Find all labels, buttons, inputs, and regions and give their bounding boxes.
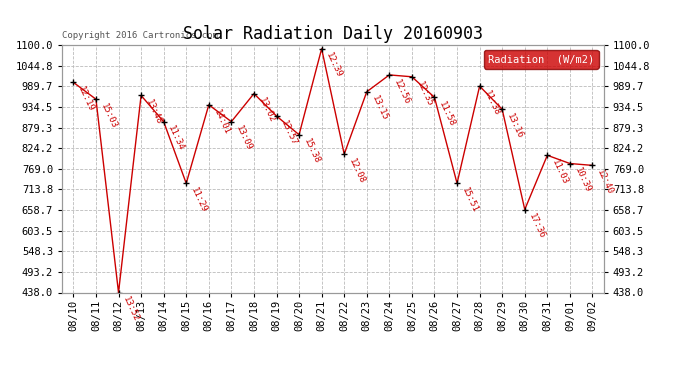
Text: 13:02: 13:02 (257, 96, 276, 124)
Text: 13:57: 13:57 (279, 119, 299, 147)
Text: 13:09: 13:09 (234, 124, 254, 153)
Text: 11:03: 11:03 (550, 158, 570, 186)
Legend: Radiation  (W/m2): Radiation (W/m2) (484, 50, 598, 69)
Text: 13:52: 13:52 (121, 295, 141, 324)
Text: 11:58: 11:58 (437, 100, 457, 128)
Text: 14:01: 14:01 (212, 108, 231, 136)
Text: 12:19: 12:19 (76, 85, 96, 113)
Text: 11:34: 11:34 (166, 124, 186, 153)
Text: 15:38: 15:38 (302, 138, 322, 166)
Text: 13:15: 13:15 (370, 94, 389, 123)
Text: 15:51: 15:51 (460, 186, 480, 214)
Text: 10:39: 10:39 (573, 166, 592, 195)
Text: 12:08: 12:08 (347, 157, 366, 185)
Text: 17:36: 17:36 (528, 212, 547, 240)
Text: 12:35: 12:35 (415, 80, 434, 108)
Text: 12:40: 12:40 (595, 168, 615, 196)
Text: 13:16: 13:16 (505, 112, 524, 140)
Text: 13:48: 13:48 (144, 98, 164, 126)
Text: 11:38: 11:38 (482, 89, 502, 117)
Text: 11:29: 11:29 (189, 186, 208, 214)
Text: 12:39: 12:39 (324, 51, 344, 80)
Title: Solar Radiation Daily 20160903: Solar Radiation Daily 20160903 (183, 26, 483, 44)
Text: 12:56: 12:56 (392, 78, 412, 106)
Text: Copyright 2016 Cartronics.com: Copyright 2016 Cartronics.com (62, 31, 218, 40)
Text: 15:03: 15:03 (99, 102, 118, 130)
